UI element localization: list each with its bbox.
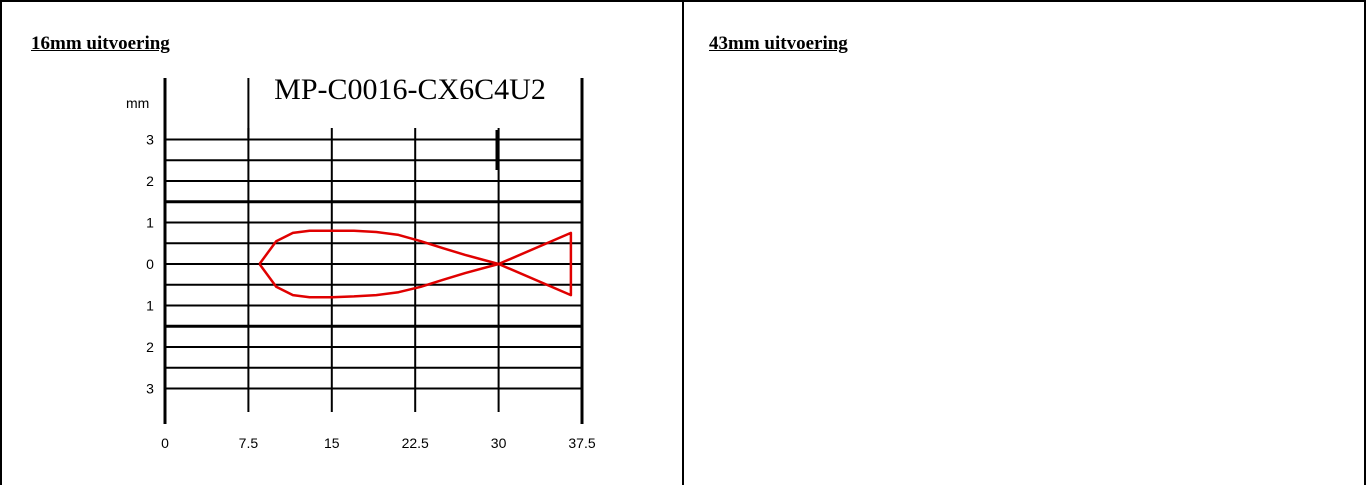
panel-heading: 16mm uitvoering xyxy=(31,33,170,54)
y-tick-label: 1 xyxy=(146,215,154,231)
chart-16mm: 0 7.5 15 22.5 30 37.5 3 2 1 0 1 2 3 mm MP-C0016-CX6C4U… xyxy=(126,73,596,451)
panel-heading: 43mm uitvoering xyxy=(709,33,848,54)
x-tick-label: 22.5 xyxy=(402,435,429,451)
y-tick-label: 3 xyxy=(146,381,154,397)
panel-16mm: 16mm uitvoering 0 7.5 15 22.5 30 37.5 3 2 1 0 1 2 3 m… xyxy=(31,33,596,451)
chart-43mm: 02550751001253210123mmMP-C0043-CX6C4U2 xyxy=(683,0,1366,485)
plot-area: 0 7.5 15 22.5 30 37.5 3 2 1 0 1 2 3 mm MP-C0016-CX6C4U… xyxy=(126,73,596,451)
x-tick-label: 15 xyxy=(324,435,340,451)
x-tick-label: 0 xyxy=(161,435,169,451)
y-tick-label: 0 xyxy=(146,256,154,272)
series-line xyxy=(258,229,573,299)
x-tick-label: 7.5 xyxy=(239,435,259,451)
y-axis-label: mm xyxy=(126,95,149,111)
x-tick-label: 37.5 xyxy=(568,435,595,451)
y-tick-label: 2 xyxy=(146,339,154,355)
y-tick-label: 3 xyxy=(146,132,154,148)
y-tick-label: 1 xyxy=(146,298,154,314)
y-tick-label: 2 xyxy=(146,173,154,189)
chart-title: MP-C0016-CX6C4U2 xyxy=(274,73,546,106)
panel-43mm: 43mm uitvoering 02550751001253210123mmMP… xyxy=(683,0,1366,485)
x-tick-label: 30 xyxy=(491,435,507,451)
